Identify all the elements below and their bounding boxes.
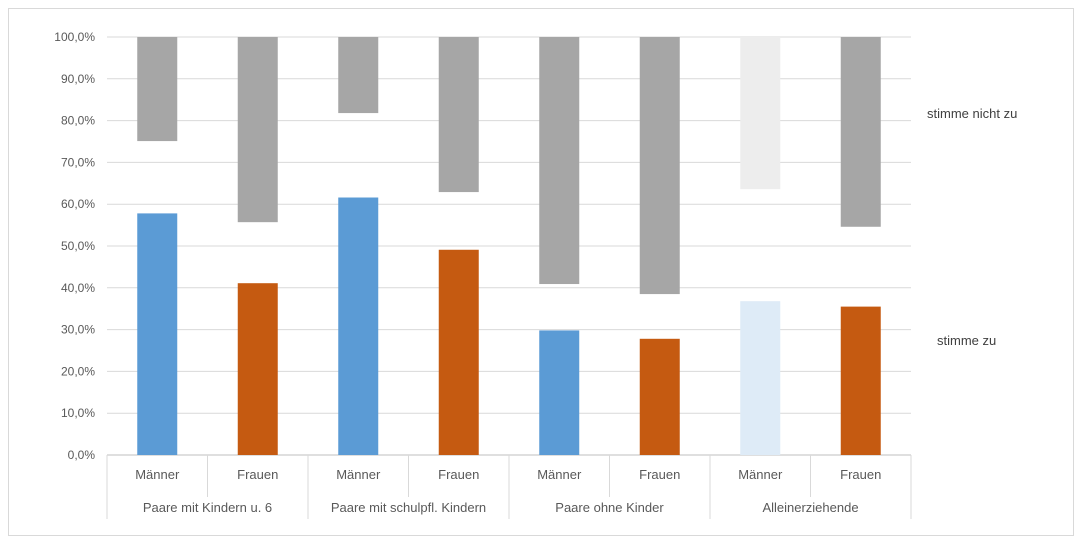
bar-stimme-zu: [438, 249, 479, 455]
x-tick-label: Männer: [336, 467, 381, 482]
x-tick-label: Frauen: [840, 467, 881, 482]
bar-stimme-nicht-zu: [237, 37, 278, 223]
group-label: Alleinerziehende: [762, 500, 858, 515]
gridlines: [107, 36, 911, 456]
legend-label-stimme-nicht-zu: stimme nicht zu: [927, 106, 1017, 121]
bar-stimme-zu: [137, 213, 178, 455]
bar-stimme-nicht-zu: [840, 37, 881, 227]
x-tick-label: Frauen: [237, 467, 278, 482]
bar-stimme-nicht-zu: [539, 37, 580, 285]
y-tick-label: 60,0%: [61, 197, 95, 211]
x-tick-label: Frauen: [639, 467, 680, 482]
legend-label-stimme-zu: stimme zu: [937, 333, 996, 348]
x-tick-label: Männer: [135, 467, 180, 482]
group-label: Paare ohne Kinder: [555, 500, 664, 515]
y-tick-label: 90,0%: [61, 72, 95, 86]
y-tick-label: 40,0%: [61, 281, 95, 295]
x-tick-label: Frauen: [438, 467, 479, 482]
x-tick-label: Männer: [537, 467, 582, 482]
y-tick-label: 10,0%: [61, 406, 95, 420]
bar-stimme-zu: [639, 338, 680, 455]
bar-stimme-zu: [740, 301, 781, 455]
y-axis-ticks: 0,0% 10,0% 20,0% 30,0% 40,0% 50,0% 60,0% 70,0% 8…: [54, 30, 95, 462]
bar-stimme-zu: [539, 330, 580, 455]
chart-svg: 0,0% 10,0% 20,0% 30,0% 40,0% 50,0% 60,0% 70,0% 8…: [54, 30, 1017, 519]
group-label: Paare mit Kindern u. 6: [143, 500, 272, 515]
y-tick-label: 100,0%: [54, 30, 95, 44]
bar-stimme-nicht-zu: [338, 37, 379, 114]
x-axis-categories: Männer Frauen Männer Frauen Männer Frauen Männ…: [106, 455, 912, 519]
y-tick-label: 80,0%: [61, 114, 95, 128]
bar-stimme-zu: [237, 283, 278, 455]
y-tick-label: 70,0%: [61, 155, 95, 169]
bars: [137, 37, 881, 455]
bar-stimme-nicht-zu: [740, 37, 781, 190]
bar-stimme-nicht-zu: [438, 37, 479, 193]
y-tick-label: 50,0%: [61, 239, 95, 253]
group-label: Paare mit schulpfl. Kindern: [331, 500, 486, 515]
chart-frame: 0,0% 10,0% 20,0% 30,0% 40,0% 50,0% 60,0% 70,0% 8…: [8, 8, 1074, 536]
y-tick-label: 0,0%: [68, 448, 96, 462]
bar-stimme-zu: [338, 197, 379, 455]
bar-stimme-nicht-zu: [639, 37, 680, 295]
bar-stimme-zu: [840, 306, 881, 455]
y-tick-label: 20,0%: [61, 364, 95, 378]
bar-stimme-nicht-zu: [137, 37, 178, 142]
x-tick-label: Männer: [738, 467, 783, 482]
y-tick-label: 30,0%: [61, 323, 95, 337]
